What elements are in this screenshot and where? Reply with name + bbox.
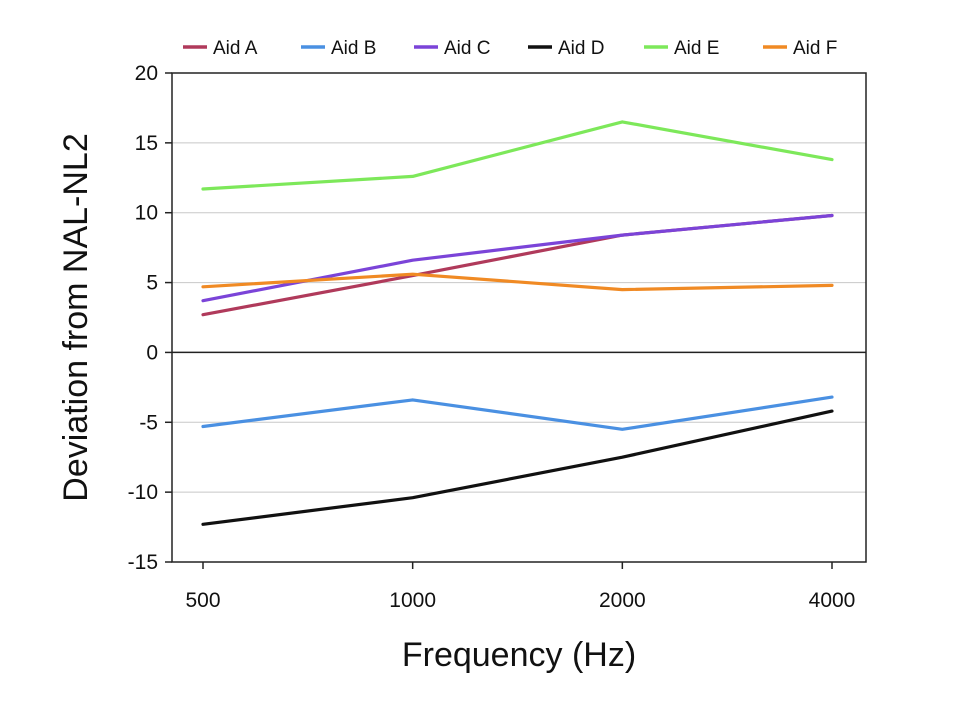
legend-label: Aid B (331, 38, 376, 59)
series-line-aid-d (201, 409, 834, 526)
x-tick-label: 4000 (809, 589, 856, 612)
y-axis-title: Deviation from NAL-NL2 (57, 133, 95, 501)
x-tick-label: 2000 (599, 589, 646, 612)
y-tick-label: -10 (128, 481, 158, 504)
series-layer (201, 120, 834, 526)
x-tick-label: 500 (185, 589, 220, 612)
y-tick-label: -15 (128, 551, 158, 574)
legend-label: Aid D (558, 38, 604, 59)
y-tick-label: 10 (135, 202, 158, 225)
legend: Aid A Aid B Aid C Aid D Aid E Aid F (183, 38, 837, 59)
y-tick-label: 20 (135, 62, 158, 85)
series-line-aid-b (201, 395, 834, 431)
y-tick-label: -5 (139, 411, 158, 434)
legend-label: Aid C (444, 38, 490, 59)
x-axis-title: Frequency (Hz) (402, 636, 636, 674)
plot-area (171, 72, 867, 563)
y-tick-label: 0 (146, 341, 158, 364)
legend-label: Aid F (793, 38, 837, 59)
legend-label: Aid E (674, 38, 719, 59)
x-axis: 500 1000 2000 4000 (185, 562, 855, 612)
series-line-aid-a (201, 213, 834, 317)
y-tick-label: 5 (146, 272, 158, 295)
series-line-aid-e (201, 120, 834, 191)
series-line-aid-f (201, 272, 834, 292)
y-tick-label: 15 (135, 132, 158, 155)
y-axis: 20 15 10 5 0 -5 -10 -15 (128, 62, 172, 574)
legend-label: Aid A (213, 38, 258, 59)
x-tick-label: 1000 (389, 589, 436, 612)
gridlines (172, 142, 866, 493)
